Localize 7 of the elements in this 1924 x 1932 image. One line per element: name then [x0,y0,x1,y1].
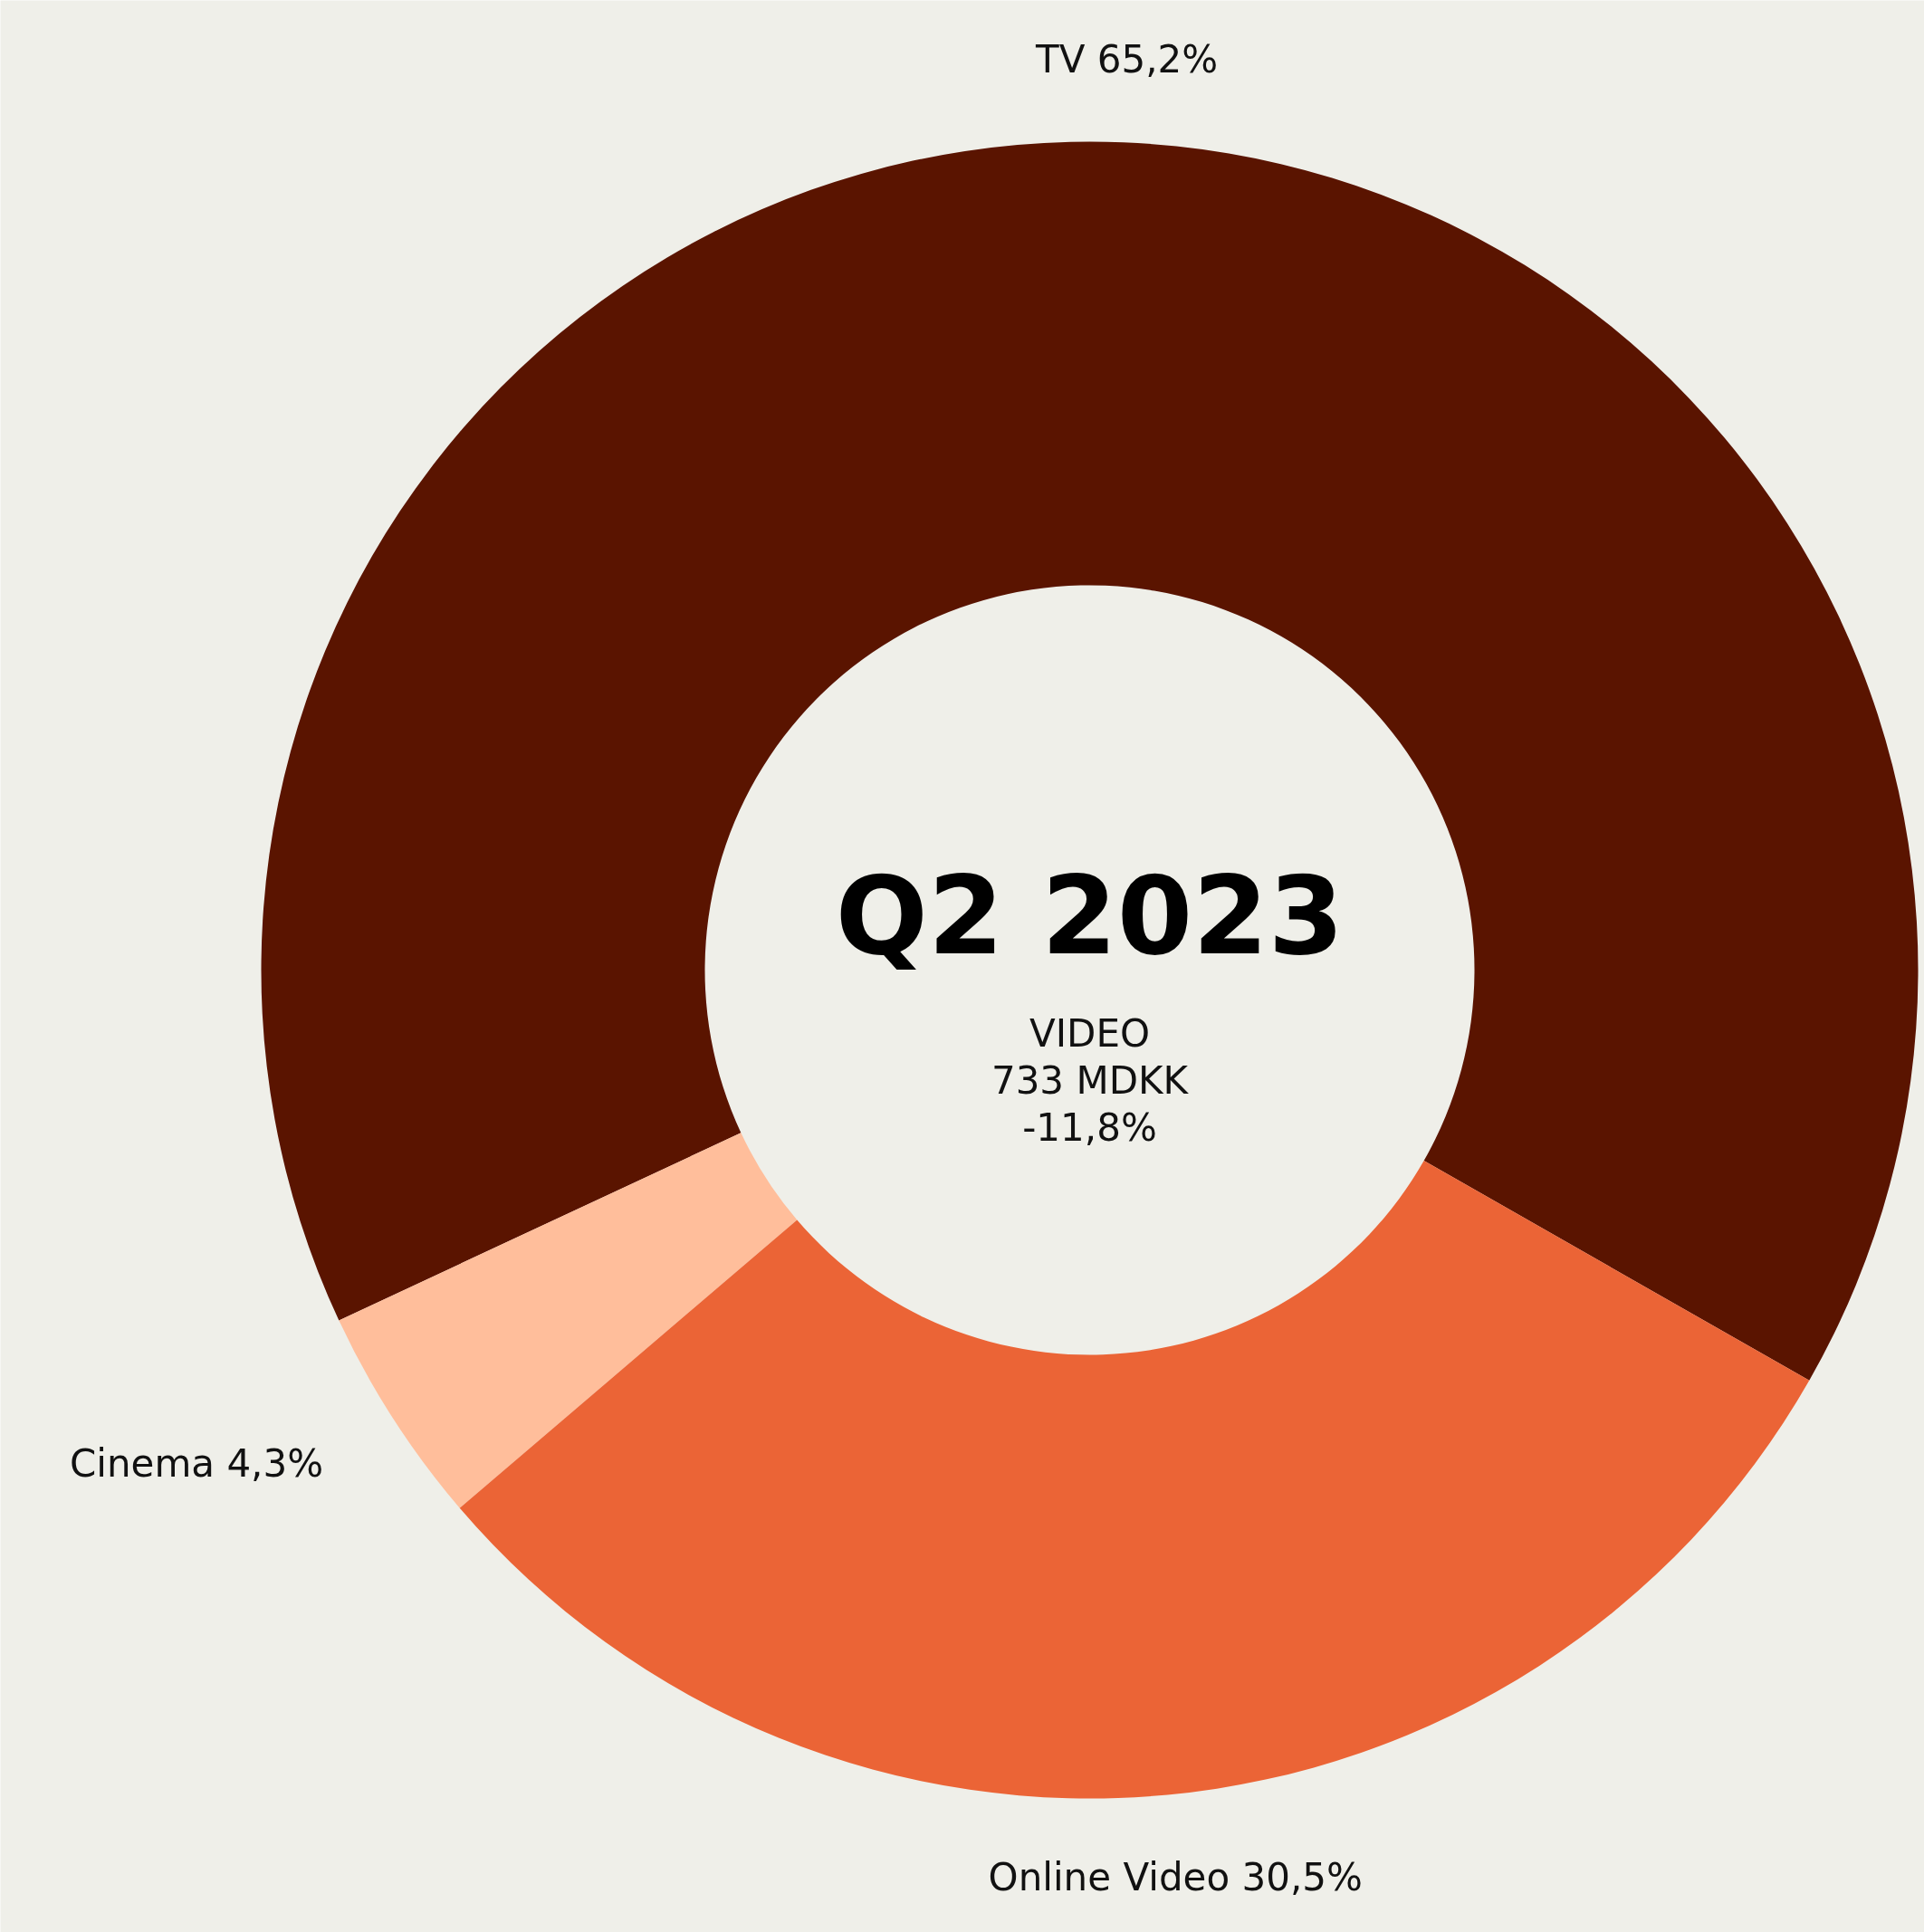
text: VIDEO [1029,1011,1151,1056]
text: -11,8% [1022,1105,1157,1150]
text: Q2 2023 [835,853,1345,979]
slice-label: Cinema 4,3% [69,1440,324,1486]
slice-label: TV 65,2% [1035,37,1219,82]
text: 733 MDKK [991,1058,1190,1103]
slice-label: Online Video 30,5% [988,1855,1363,1900]
